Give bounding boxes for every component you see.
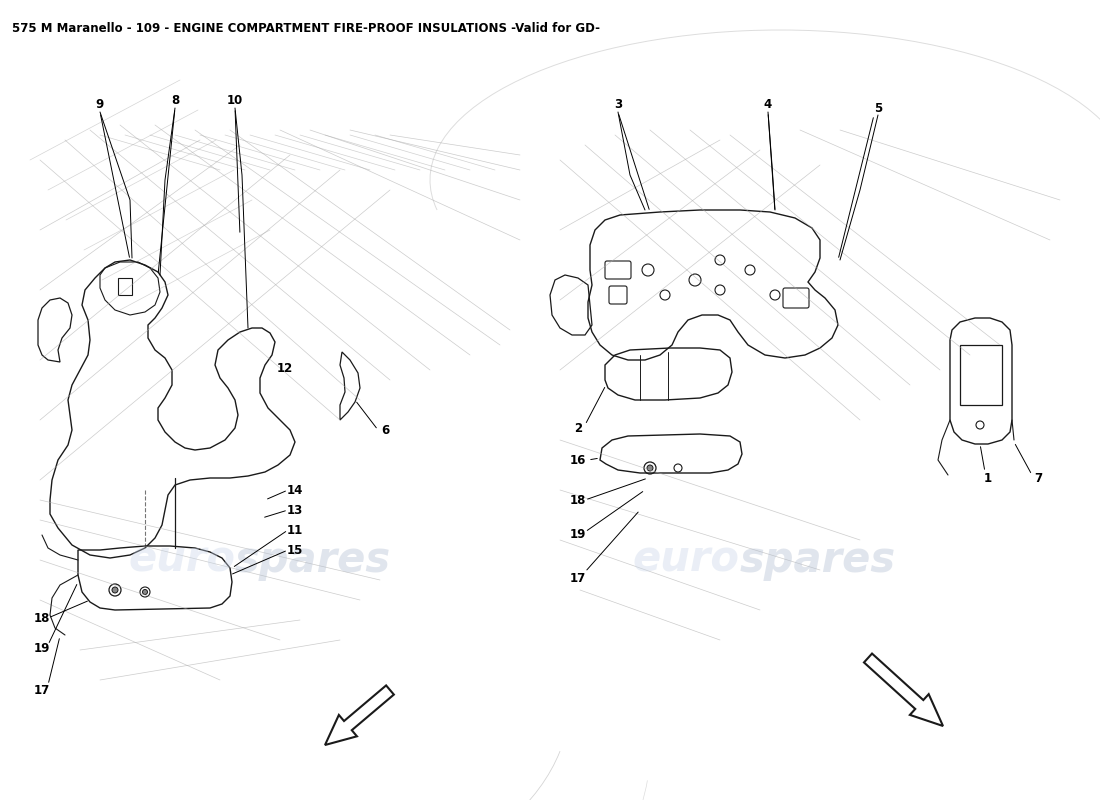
Circle shape [112, 587, 118, 593]
Text: spares: spares [235, 539, 392, 581]
Circle shape [143, 590, 147, 594]
Text: 17: 17 [570, 571, 586, 585]
Text: 2: 2 [574, 422, 582, 434]
Text: 5: 5 [873, 102, 882, 114]
Text: 16: 16 [570, 454, 586, 466]
Text: 17: 17 [34, 683, 51, 697]
Text: 9: 9 [96, 98, 104, 111]
Text: 11: 11 [287, 523, 304, 537]
Text: 12: 12 [277, 362, 293, 374]
Text: 14: 14 [287, 483, 304, 497]
Text: 19: 19 [570, 529, 586, 542]
FancyArrow shape [324, 686, 394, 745]
Text: 15: 15 [287, 543, 304, 557]
Circle shape [647, 465, 653, 471]
Text: 13: 13 [287, 503, 304, 517]
Text: euro: euro [128, 539, 235, 581]
Text: 1: 1 [983, 471, 992, 485]
Text: 19: 19 [34, 642, 51, 654]
Text: spares: spares [740, 539, 896, 581]
Text: 575 M Maranello - 109 - ENGINE COMPARTMENT FIRE-PROOF INSULATIONS -Valid for GD-: 575 M Maranello - 109 - ENGINE COMPARTME… [12, 22, 600, 35]
Text: 4: 4 [763, 98, 772, 111]
Text: 8: 8 [170, 94, 179, 106]
Text: 10: 10 [227, 94, 243, 106]
Text: 18: 18 [34, 611, 51, 625]
Text: 7: 7 [1034, 471, 1042, 485]
Text: 6: 6 [381, 423, 389, 437]
FancyArrow shape [864, 654, 943, 726]
Text: 3: 3 [614, 98, 623, 111]
Text: euro: euro [632, 539, 740, 581]
Text: 18: 18 [570, 494, 586, 506]
